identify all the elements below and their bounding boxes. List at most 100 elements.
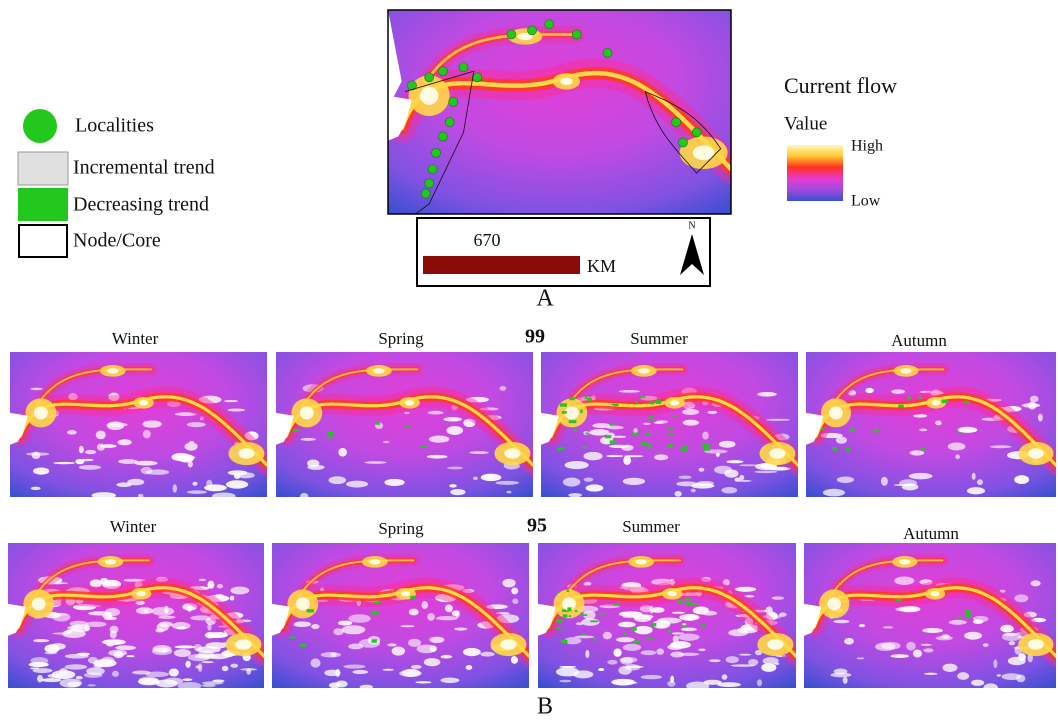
season-map <box>804 543 1056 688</box>
no-data-patch <box>196 646 221 654</box>
decrease-patch <box>559 403 567 407</box>
no-data-patch <box>186 422 206 428</box>
no-data-patch <box>229 595 235 601</box>
no-data-patch <box>1001 673 1022 681</box>
no-data-patch <box>436 616 458 621</box>
season-map <box>10 352 267 497</box>
locality <box>571 29 582 40</box>
no-data-patch <box>450 488 466 496</box>
no-data-patch <box>408 638 422 647</box>
no-data-patch <box>830 672 852 678</box>
no-data-patch <box>26 452 50 456</box>
no-data-patch <box>78 445 84 454</box>
locality <box>678 137 688 148</box>
legend-label: Localities <box>75 115 154 137</box>
decrease-patch <box>677 600 683 604</box>
no-data-patch <box>140 466 153 475</box>
no-data-patch <box>68 393 78 401</box>
coast <box>541 412 559 445</box>
no-data-patch <box>682 401 696 410</box>
decrease-patch <box>598 612 606 615</box>
decrease-patch <box>958 616 962 620</box>
no-data-patch <box>890 654 909 658</box>
no-data-patch <box>942 663 958 672</box>
no-data-patch <box>348 614 371 623</box>
no-data-patch <box>44 644 60 654</box>
no-data-patch <box>199 416 205 421</box>
hotspot-core <box>373 368 385 374</box>
decrease-patch <box>646 638 654 640</box>
no-data-patch <box>908 472 933 480</box>
decrease-patch <box>580 409 583 414</box>
coast <box>8 603 26 636</box>
no-data-patch <box>606 425 624 430</box>
decrease-patch <box>921 447 925 451</box>
no-data-patch <box>59 678 83 688</box>
no-data-patch <box>690 488 696 493</box>
no-data-patch <box>447 466 464 470</box>
no-data-patch <box>193 586 210 591</box>
no-data-patch <box>207 623 212 631</box>
no-data-patch <box>858 624 866 628</box>
no-data-patch <box>955 454 960 460</box>
no-data-patch <box>630 586 644 594</box>
no-data-patch <box>167 400 181 408</box>
no-data-patch <box>559 665 577 668</box>
no-data-patch <box>820 432 843 439</box>
decrease-patch <box>632 432 639 436</box>
hotspot-core <box>369 559 381 565</box>
hotspot-core <box>238 448 255 459</box>
no-data-patch <box>28 661 49 668</box>
no-data-patch <box>774 433 790 441</box>
map-frame <box>387 9 732 215</box>
no-data-patch <box>137 493 144 497</box>
no-data-patch <box>83 672 103 678</box>
no-data-patch <box>205 594 230 602</box>
decrease-patch <box>328 431 334 435</box>
scale-frame <box>416 217 711 287</box>
no-data-patch <box>626 665 644 669</box>
decrease-patch <box>873 428 879 433</box>
no-data-patch <box>221 665 229 672</box>
no-data-patch <box>64 664 88 670</box>
coast <box>538 603 557 636</box>
no-data-patch <box>704 449 728 454</box>
no-data-patch <box>674 490 682 497</box>
no-data-patch <box>359 684 374 688</box>
no-data-patch <box>207 580 215 589</box>
no-data-patch <box>737 626 758 634</box>
decrease-patch <box>590 620 599 623</box>
no-data-patch <box>428 435 450 443</box>
hotspot-core <box>635 559 648 565</box>
hotspot-core <box>564 406 579 420</box>
map-body <box>806 352 1056 497</box>
hotspot-core <box>692 145 715 161</box>
map-body <box>276 352 533 497</box>
decrease-patch <box>420 445 428 448</box>
no-data-patch <box>32 668 53 674</box>
no-data-patch <box>585 649 590 658</box>
decrease-patch <box>562 614 568 618</box>
season-label: Summer <box>622 517 680 536</box>
decrease-patch <box>587 397 592 401</box>
no-data-patch <box>848 390 857 397</box>
no-data-patch <box>426 454 448 459</box>
no-data-patch <box>246 668 252 675</box>
colorbar-subtitle: Value <box>784 113 827 134</box>
decrease-patch <box>656 452 661 454</box>
decrease-patch <box>907 396 911 400</box>
no-data-patch <box>574 635 595 639</box>
no-data-patch <box>718 440 736 448</box>
no-data-patch <box>602 631 612 640</box>
no-data-patch <box>671 632 685 635</box>
no-data-patch <box>583 610 596 620</box>
no-data-patch <box>187 653 211 662</box>
no-data-patch <box>440 677 460 684</box>
no-data-patch <box>671 611 685 614</box>
legend-label: Decreasing trend <box>73 194 209 216</box>
no-data-patch <box>618 611 643 617</box>
no-data-patch <box>559 679 572 683</box>
flow-corridor <box>296 559 415 600</box>
no-data-patch <box>352 669 369 675</box>
no-data-patch <box>204 484 227 492</box>
